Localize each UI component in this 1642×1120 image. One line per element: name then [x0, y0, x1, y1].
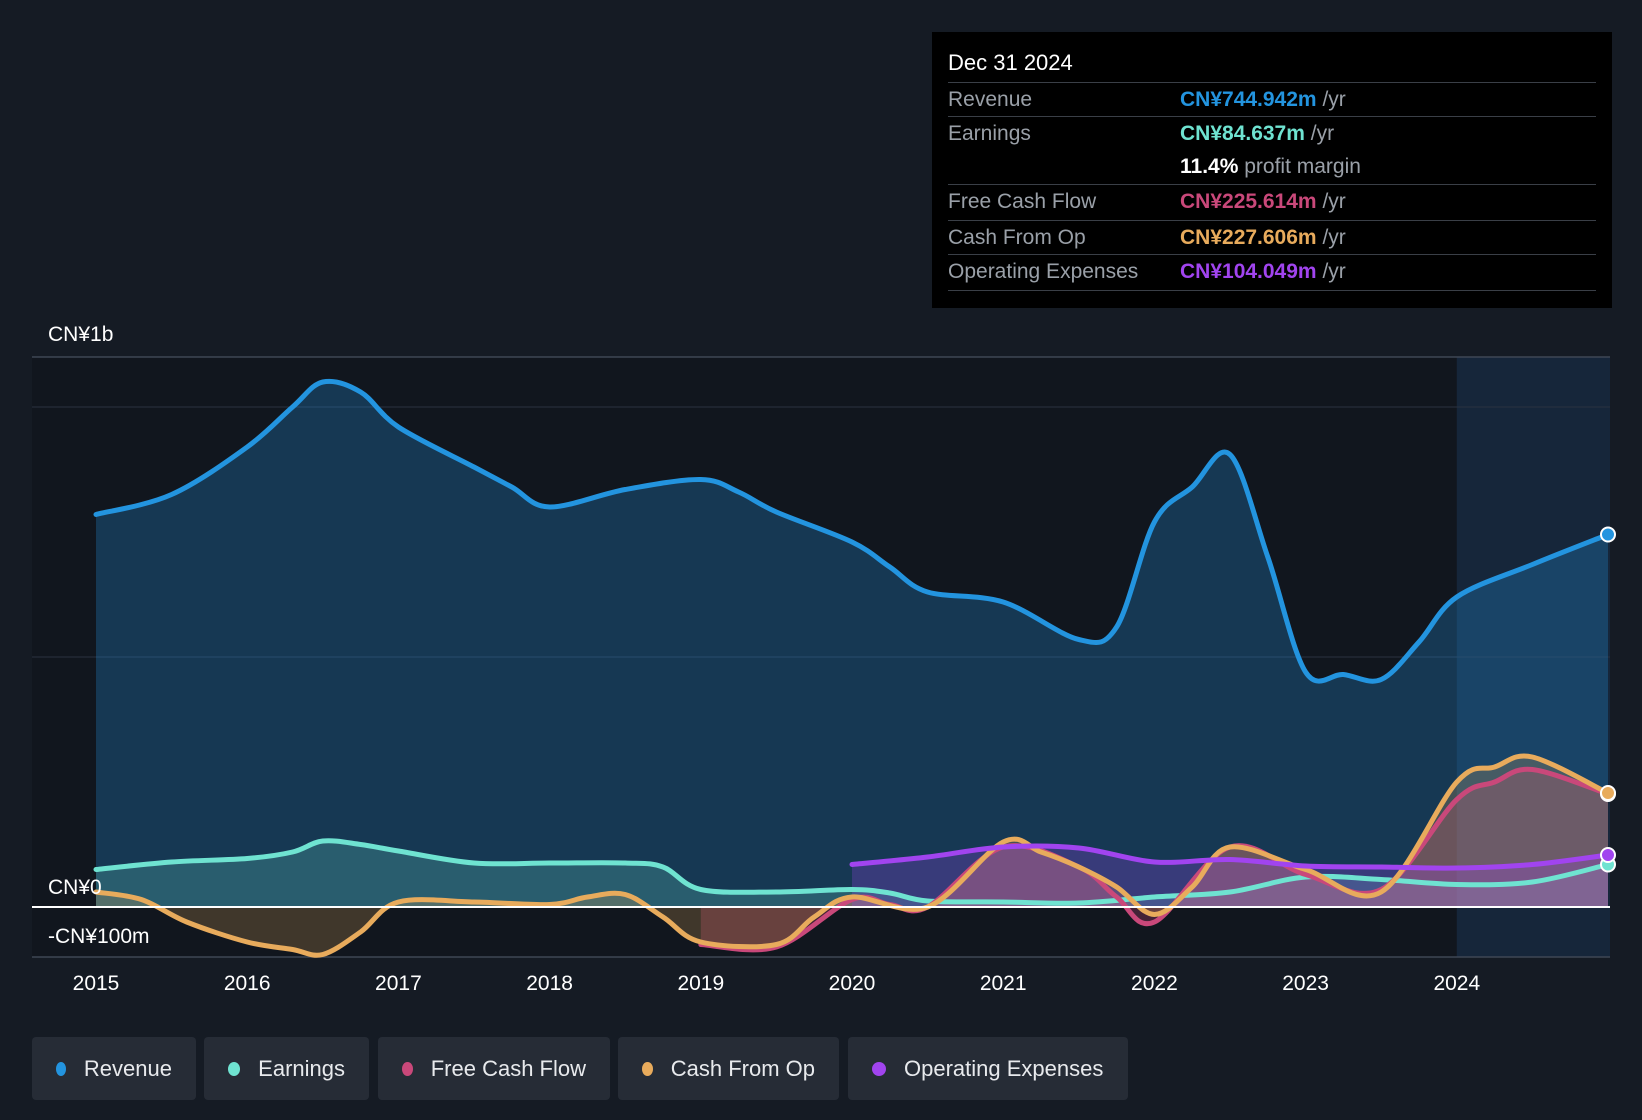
- legend-item-earnings[interactable]: Earnings: [204, 1037, 369, 1100]
- tooltip-cfo-value: CN¥227.606m: [1180, 226, 1317, 249]
- operating-expenses-dot-icon: [872, 1061, 886, 1076]
- tooltip-panel: Dec 31 2024 Revenue CN¥744.942m /yr Earn…: [932, 32, 1612, 308]
- y-tick-label: -CN¥100m: [48, 925, 150, 948]
- x-tick-label: 2021: [980, 972, 1027, 995]
- x-tick-label: 2023: [1282, 972, 1329, 995]
- tooltip-margin-value: 11.4%: [1180, 155, 1239, 178]
- x-tick-label: 2022: [1131, 972, 1178, 995]
- x-tick-label: 2024: [1433, 972, 1480, 995]
- tooltip-row-profit-margin: 11.4% profit margin: [1180, 155, 1361, 178]
- chart-series-lines: [32, 378, 1611, 958]
- cash-from-op-line: [93, 753, 1611, 958]
- tooltip-fcf-value: CN¥225.614m: [1180, 190, 1317, 213]
- revenue-line: [93, 378, 1611, 684]
- operating-expenses-line: [849, 843, 1611, 871]
- y-tick-label: CN¥0: [48, 876, 102, 899]
- legend-item-revenue[interactable]: Revenue: [32, 1037, 196, 1100]
- legend-item-operating-expenses[interactable]: Operating Expenses: [848, 1037, 1128, 1100]
- tooltip-date: Dec 31 2024: [948, 50, 1073, 75]
- x-tick-label: 2017: [375, 972, 422, 995]
- chart-area-fills: [96, 381, 1608, 956]
- tooltip-opex-value: CN¥104.049m: [1180, 260, 1317, 283]
- earnings-dot-icon: [228, 1061, 241, 1076]
- legend-item-free-cash-flow[interactable]: Free Cash Flow: [378, 1037, 610, 1100]
- earnings-area: [96, 840, 1608, 907]
- free-cash-flow-area: [700, 769, 1608, 950]
- revenue-end-marker: [1600, 526, 1616, 543]
- tooltip-revenue-value: CN¥744.942m: [1180, 88, 1317, 111]
- operating-expenses-area: [852, 845, 1608, 907]
- tooltip-row-cfo: Cash From Op CN¥227.606m /yr: [948, 220, 1596, 255]
- tooltip-row-fcf: Free Cash Flow CN¥225.614m /yr: [948, 184, 1596, 219]
- series-end-markers: [1600, 526, 1616, 873]
- x-tick-label: 2015: [73, 972, 120, 995]
- tooltip-row-opex: Operating Expenses CN¥104.049m /yr: [948, 254, 1596, 289]
- cash-from-op-area: [96, 755, 1608, 956]
- x-axis-labels: 2015 2016 2017 2018 2019 2020 2021 2022 2023 2024: [73, 972, 1481, 995]
- tooltip-divider: [948, 290, 1596, 291]
- tooltip-row-revenue: Revenue CN¥744.942m /yr: [948, 82, 1596, 117]
- y-axis-labels: CN¥1b CN¥0 -CN¥100m: [48, 323, 150, 948]
- tooltip-earnings-value: CN¥84.637m: [1180, 122, 1305, 145]
- cash-from-op-end-marker: [1600, 785, 1616, 801]
- cash-from-op-dot-icon: [642, 1061, 653, 1076]
- legend-item-cash-from-op[interactable]: Cash From Op: [618, 1037, 839, 1100]
- x-tick-label: 2020: [829, 972, 876, 995]
- operating-expenses-end-marker: [1600, 847, 1616, 863]
- x-tick-label: 2019: [677, 972, 724, 995]
- x-tick-label: 2018: [526, 972, 573, 995]
- chart-grid: [32, 356, 1610, 958]
- revenue-area: [96, 381, 1608, 907]
- revenue-dot-icon: [56, 1061, 66, 1076]
- free-cash-flow-dot-icon: [402, 1061, 413, 1076]
- x-tick-label: 2016: [224, 972, 271, 995]
- y-tick-label: CN¥1b: [48, 323, 113, 346]
- tooltip-row-earnings: Earnings CN¥84.637m /yr: [948, 116, 1596, 151]
